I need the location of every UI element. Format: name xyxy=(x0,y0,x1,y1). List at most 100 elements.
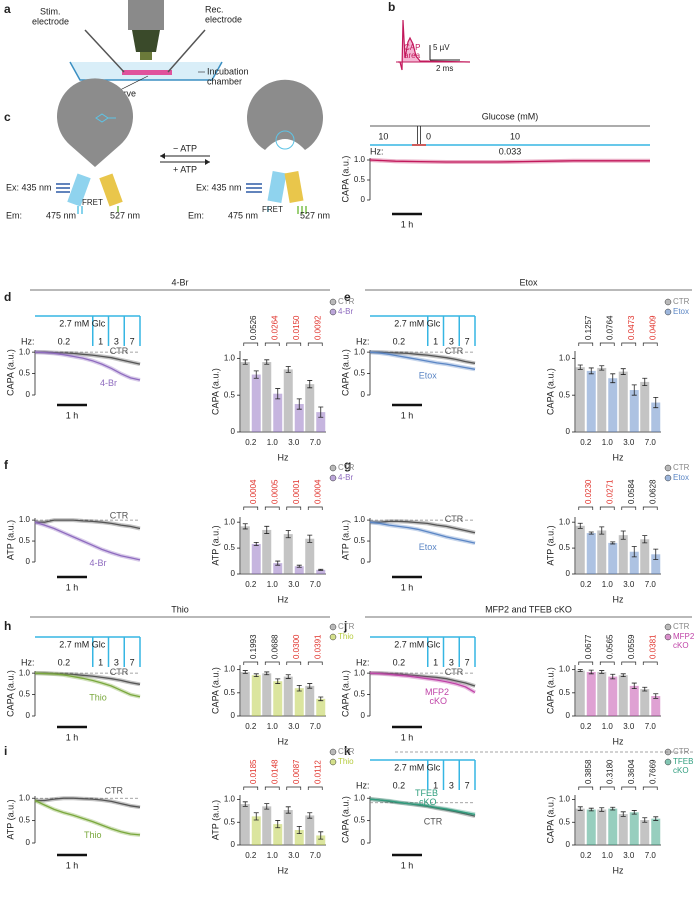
protocol-segment: 1 xyxy=(433,657,438,667)
p-value: 0.0001 xyxy=(292,479,301,504)
series-label: CTR xyxy=(445,514,464,524)
error-bar xyxy=(264,671,270,676)
label: 527 nm xyxy=(110,210,140,220)
x-tick-label: 3.0 xyxy=(623,580,635,589)
bar xyxy=(651,554,661,574)
bar xyxy=(629,812,639,845)
p-value: 0.3180 xyxy=(605,759,614,784)
series-line xyxy=(369,159,650,163)
x-tick-label: 0.2 xyxy=(580,438,592,447)
p-value: 0.0584 xyxy=(627,479,636,504)
p-bracket xyxy=(599,506,615,510)
error-bar xyxy=(307,380,313,389)
label: FRET xyxy=(262,205,283,214)
y-axis-label: CAPA (a.u.) xyxy=(210,368,220,415)
panel-label: f xyxy=(4,458,9,472)
bar xyxy=(597,367,607,432)
y-tick-label: 0 xyxy=(566,569,571,578)
protocol-title: Glucose (mM) xyxy=(482,111,539,121)
error-bar xyxy=(653,396,659,409)
p-bracket xyxy=(599,661,615,665)
y-tick-label: 1.0 xyxy=(224,665,236,674)
p-bracket xyxy=(243,342,259,346)
x-tick-label: 3.0 xyxy=(288,722,300,731)
bar xyxy=(294,404,304,432)
error-bar xyxy=(577,522,583,529)
error-bar xyxy=(318,696,324,702)
x-tick-label: 3.0 xyxy=(288,580,300,589)
y-tick-label: 0 xyxy=(231,427,236,436)
legend-marker xyxy=(329,758,337,766)
series-line xyxy=(369,351,476,370)
y-tick-label: 0.5 xyxy=(224,817,236,826)
error-bar xyxy=(620,368,626,375)
y-axis-label: ATP (a.u.) xyxy=(5,520,15,560)
p-value: 0.0004 xyxy=(313,479,322,504)
series-line xyxy=(35,519,141,530)
error-bar xyxy=(642,377,648,387)
error-bar xyxy=(253,812,259,821)
scale-label: 1 h xyxy=(66,410,79,420)
legend-label: 4-Br xyxy=(338,307,353,316)
y-tick-label: 0 xyxy=(26,557,31,566)
objective xyxy=(132,30,160,52)
scale-label: 1 h xyxy=(401,860,414,870)
p-value: 0.0150 xyxy=(292,315,301,340)
legend-label: 4-Br xyxy=(338,473,353,482)
yfp xyxy=(99,173,123,207)
protocol-segment: 3 xyxy=(114,657,119,667)
y-tick-label: 1.0 xyxy=(559,353,571,362)
legend-marker xyxy=(329,308,337,316)
p-value: 0.3604 xyxy=(627,759,636,784)
x-axis-label: Hz xyxy=(278,594,289,604)
bar xyxy=(262,673,272,716)
p-value: 0.0112 xyxy=(313,760,322,784)
legend-marker xyxy=(329,748,337,756)
x-tick-label: 7.0 xyxy=(310,722,322,731)
group-title: Etox xyxy=(519,277,538,287)
protocol-title: 2.7 mM Glc xyxy=(394,318,441,328)
legend-label: Thio xyxy=(338,757,354,766)
label: Ex: 435 nm xyxy=(196,182,242,192)
legend-marker xyxy=(329,298,337,306)
bar xyxy=(586,671,596,716)
bar xyxy=(608,808,618,845)
label: electrode xyxy=(32,16,69,26)
y-tick-label: 0 xyxy=(26,711,31,720)
protocol-glucose: 0 xyxy=(426,131,431,141)
y-axis-label: CAPA (a.u.) xyxy=(545,667,555,714)
bar xyxy=(251,816,261,845)
y-tick-label: 1.0 xyxy=(224,517,236,526)
x-axis-label: Hz xyxy=(278,736,289,746)
atp-icon xyxy=(95,113,116,123)
y-axis-label: CAPA (a.u.) xyxy=(210,667,220,714)
legend-label: Etox xyxy=(673,307,689,316)
bar xyxy=(618,535,628,574)
y-tick-label: 0 xyxy=(26,390,31,399)
p-value: 0.0230 xyxy=(584,479,593,504)
protocol-segment: 0.2 xyxy=(58,657,71,667)
p-bracket xyxy=(642,506,658,510)
bar xyxy=(608,676,618,716)
y-tick-label: 0 xyxy=(361,195,366,204)
bar xyxy=(305,815,315,845)
error-bar xyxy=(599,365,605,371)
bar xyxy=(316,412,326,432)
protocol-segment: 7 xyxy=(465,336,470,346)
error-bar xyxy=(577,364,583,370)
bar xyxy=(651,818,661,845)
legend-marker xyxy=(664,758,672,766)
label: − ATP xyxy=(173,143,197,153)
p-bracket xyxy=(264,342,280,346)
excitation xyxy=(56,183,262,193)
p-value: 0.0300 xyxy=(292,634,301,659)
x-tick-label: 1.0 xyxy=(267,438,279,447)
p-value: 0.7669 xyxy=(648,759,657,784)
bar xyxy=(283,534,293,574)
y-axis-label: ATP (a.u.) xyxy=(545,525,555,565)
error-bar xyxy=(642,535,648,544)
p-bracket xyxy=(264,506,280,510)
protocol-title: 2.7 mM Glc xyxy=(394,639,441,649)
bar xyxy=(608,542,618,574)
error-bar xyxy=(653,548,659,560)
